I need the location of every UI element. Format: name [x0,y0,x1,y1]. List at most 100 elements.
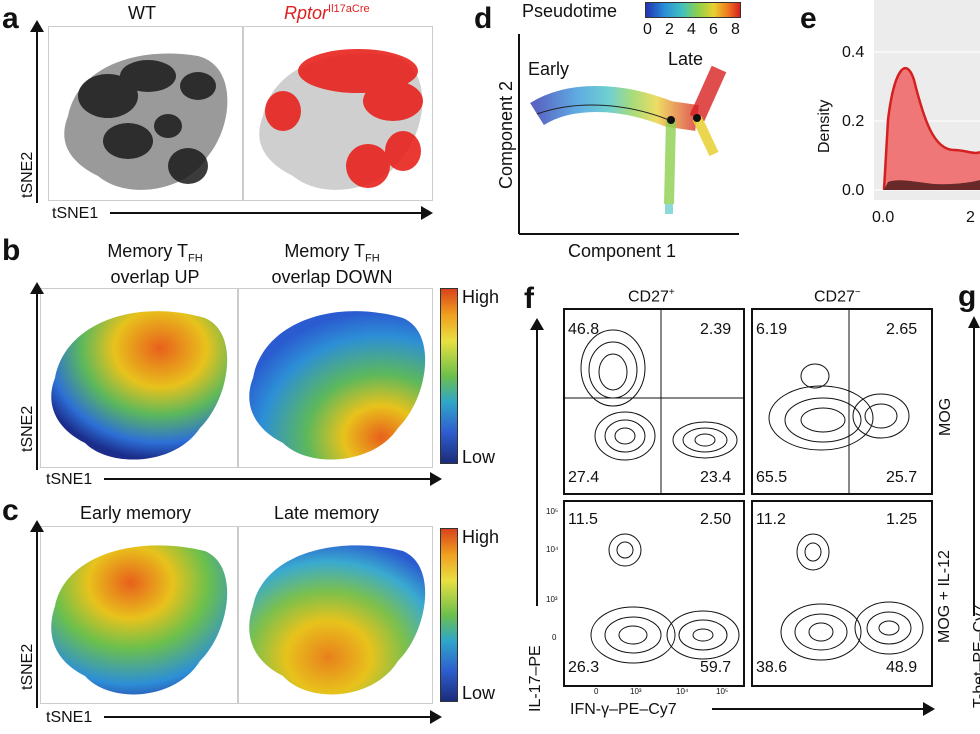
panel-f-ytick-3: 0 [552,633,557,642]
panel-f-xlabel: IFN-γ–PE–Cy7 [570,701,677,718]
panel-f-xtick-2: 10⁴ [676,687,689,696]
panel-f-xtick-3: 10⁵ [716,687,729,696]
panel-b-label: b [2,234,21,267]
pseudotime-tick: 2 [665,21,674,38]
panel-b-legend-high: High [462,287,500,307]
panel-f-br-q3: 38.6 [756,659,788,676]
panel-a-plot-wt [48,26,243,201]
panel-f-box-bot-left [563,500,745,687]
panel-a-scatter-wt [64,53,228,190]
panel-c-colorbar [440,528,458,702]
panel-d-label-late: Late [668,49,704,69]
panel-b-title-up: Memory TFH overlap UP [107,241,203,288]
panel-b-heatmap-down [249,311,426,460]
panel-a-scatter-rptor [259,49,423,190]
panel-f-bl-q1: 11.5 [568,511,598,528]
panel-b-heatmap-up [51,311,228,460]
panel-e-ylabel: Density [816,99,833,153]
panel-g-yaxis-arrow [968,316,980,616]
panel-a-yaxis-arrow [30,20,44,203]
panel-c-title-early: Early memory [80,503,192,523]
panel-f-contours-top-right [768,308,910,495]
panel-f-contours-top-left [563,308,745,495]
panel-c-plot-early [40,526,238,704]
panel-d-legend-title: Pseudotime [522,1,618,21]
panel-f-tr-q4: 25.7 [886,469,918,486]
panel-b-ylabel: tSNE2 [19,405,36,452]
panel-e-plot [874,0,980,200]
panel-f-bl-q4: 59.7 [700,659,732,676]
panel-f-ytick-2: 10³ [546,595,558,604]
panel-f-contours-bot-left [590,533,740,664]
panel-c-heatmap-early [51,545,228,695]
panel-f-box-top-right [751,308,933,495]
pseudotime-tick: 0 [643,21,652,38]
panel-f-br-q2: 1.25 [886,511,918,528]
panel-e-label: e [800,2,817,35]
pseudotime-tick: 8 [731,21,740,38]
panel-f-contours-bot-right [780,533,924,661]
panel-b-yaxis-arrow [30,282,44,470]
panel-b-xaxis-arrow [104,472,442,486]
panel-a-plot-rptor [243,26,433,201]
panel-b-legend-low: Low [462,447,496,467]
panel-c-heatmap-late [249,545,426,695]
panel-b-xlabel: tSNE1 [46,471,93,488]
panel-d-label: d [474,2,493,35]
panel-b-title-down: Memory TFH overlap DOWN [271,241,393,288]
panel-b-colorbar [440,288,458,464]
pseudotime-tick: 6 [709,21,718,38]
panel-f-bl-q2: 2.50 [700,511,732,528]
panel-d-xlabel: Component 1 [568,241,677,261]
panel-f-box-bot-right [751,500,933,687]
panel-f-ylabel: IL-17–PE [527,645,544,712]
panel-d-pseudotime-colorbar [645,2,741,18]
panel-c-legend-low: Low [462,683,496,703]
panel-f-tl-q2: 2.39 [700,321,732,338]
panel-d-label-early: Early [528,59,570,79]
panel-f-label: f [524,282,534,315]
panel-f-tl-q4: 23.4 [700,469,732,486]
panel-c-title-late: Late memory [274,503,380,523]
panel-c-label: c [2,494,19,527]
panel-c-xlabel: tSNE1 [46,709,93,726]
panel-g-label: g [958,280,977,313]
panel-d-ylabel: Component 2 [496,80,516,189]
panel-d-axes [518,34,739,235]
panel-d-trajectory [530,65,727,214]
panel-c-xaxis-arrow [104,710,442,724]
panel-f-tl-q3: 27.4 [568,469,600,486]
panel-c-plot-late [238,526,433,704]
panel-e-xtick-1: 2 [966,209,975,226]
panel-f-tr-q2: 2.65 [886,321,918,338]
panel-f-xaxis-arrow [712,702,935,716]
panel-a-xaxis-arrow [110,206,433,220]
panel-c-ylabel: tSNE2 [19,643,36,690]
panel-g-row-bot: MOG + IL-12 [936,550,953,643]
panel-f-bl-q3: 26.3 [568,659,600,676]
panel-c-yaxis-arrow [30,520,44,708]
panel-e-xtick-0: 0.0 [872,209,895,226]
panel-a-xlabel: tSNE1 [52,205,99,222]
panel-a-title-wt: WT [128,3,156,23]
panel-e-ytick-1: 0.2 [842,113,865,130]
panel-c-legend-high: High [462,527,500,547]
panel-a-ylabel: tSNE2 [19,151,36,198]
panel-f-ytick-1: 10⁴ [546,545,559,554]
panel-f-col-neg: CD27− [814,287,861,306]
panel-e-ytick-0: 0.4 [842,44,865,61]
panel-a-label: a [2,2,19,35]
panel-f-box-top-left [563,308,745,495]
pseudotime-tick: 4 [687,21,696,38]
panel-f-br-q4: 48.9 [886,659,918,676]
panel-g-row-top: MOG [937,397,954,436]
panel-f-tr-q3: 65.5 [756,469,788,486]
panel-f-col-pos: CD27+ [628,287,675,306]
panel-f-ytick-0: 10⁵ [546,507,559,516]
panel-f-xtick-0: 0 [594,687,599,696]
panel-f-tl-q1: 46.8 [568,321,600,338]
panel-f-xtick-1: 10³ [630,687,642,696]
panel-f-br-q1: 11.2 [756,511,786,528]
panel-a-title-rptor: RptorIl17aCre [284,3,370,23]
